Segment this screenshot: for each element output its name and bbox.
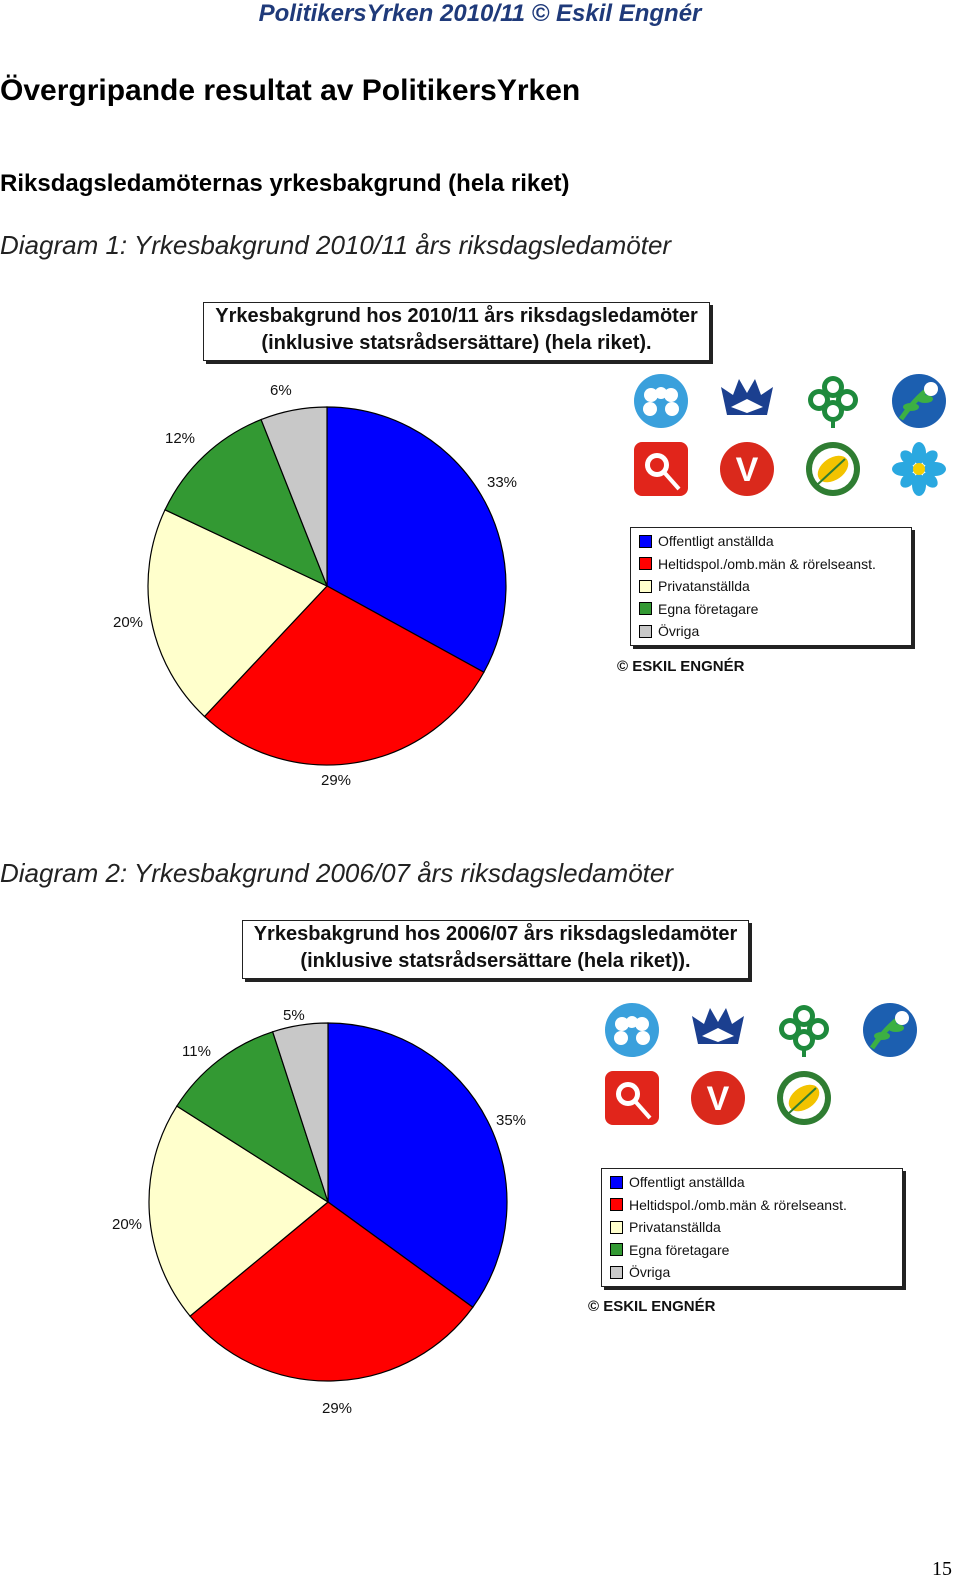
page-number: 15: [932, 1558, 952, 1580]
legend-item: Offentligt anställda: [610, 1171, 896, 1194]
slice-egna: [176, 1031, 330, 1204]
kristdemokraterna-logo: [689, 1001, 747, 1059]
chart1-title-box: Yrkesbakgrund hos 2010/11 års riksdagsle…: [203, 302, 710, 361]
folkpartiet-logo: [861, 1001, 919, 1059]
legend-label: Privatanställda: [629, 1219, 721, 1236]
legend-item: Offentligt anställda: [639, 530, 905, 553]
slice-offentligt: [327, 1022, 508, 1309]
chart2-label-offentligt: 35%: [496, 1112, 527, 1129]
legend-swatch: [610, 1198, 623, 1212]
chart2-label-egna: 11%: [182, 1043, 211, 1060]
slice-privat: [147, 508, 329, 718]
chart1-copyright: © ESKIL ENGNÉR: [617, 658, 745, 675]
legend-item: Privatanställda: [639, 575, 905, 598]
legend-swatch: [639, 602, 652, 616]
moderaterna-logo: [632, 372, 690, 430]
party-logos-1: V: [632, 372, 948, 498]
kristdemokraterna-logo: [718, 372, 776, 430]
slice-ovriga: [271, 1022, 329, 1203]
legend-label: Offentligt anställda: [629, 1174, 745, 1191]
legend-label: Privatanställda: [658, 578, 750, 595]
legend-swatch: [639, 624, 652, 638]
miljopartiet-logo: [804, 440, 862, 498]
chart2-title-line2: (inklusive statsrådsersättare (hela rike…: [300, 950, 691, 972]
vansterpartiet-logo: V: [689, 1069, 747, 1127]
diagram1-caption: Diagram 1: Yrkesbakgrund 2010/11 års rik…: [0, 230, 672, 260]
legend-item: Heltidspol./omb.män & rörelseanst.: [610, 1194, 896, 1217]
chart2-title-line1: Yrkesbakgrund hos 2006/07 års riksdagsle…: [253, 923, 738, 945]
legend-item: Heltidspol./omb.män & rörelseanst.: [639, 553, 905, 576]
chart1-label-offentligt: 33%: [487, 474, 518, 491]
page-header: PolitikersYrken 2010/11 © Eskil Engnér: [258, 0, 702, 27]
slice-heltid: [203, 585, 485, 766]
legend-swatch: [610, 1243, 623, 1257]
legend-swatch: [639, 557, 652, 571]
slice-ovriga: [260, 406, 328, 587]
legend-swatch: [610, 1175, 623, 1189]
chart1-label-heltid: 29%: [321, 772, 352, 789]
socialdemokraterna-logo: [632, 440, 690, 498]
socialdemokraterna-logo: [603, 1069, 661, 1127]
chart1-title-line2: (inklusive statsrådsersättare) (hela rik…: [261, 332, 652, 354]
chart1-title-line1: Yrkesbakgrund hos 2010/11 års riksdagsle…: [215, 305, 698, 327]
chart1-label-ovriga: 6%: [270, 382, 292, 399]
slice-offentligt: [326, 406, 507, 674]
sverigedemokraterna-logo: [890, 440, 948, 498]
legend-swatch: [639, 534, 652, 548]
svg-text:V: V: [736, 451, 759, 489]
slice-privat: [148, 1105, 330, 1317]
chart2-legend: Offentligt anställda Heltidspol./omb.män…: [601, 1168, 903, 1287]
centerpartiet-logo: [804, 372, 862, 430]
chart1-legend: Offentligt anställda Heltidspol./omb.män…: [630, 527, 912, 646]
centerpartiet-logo: [775, 1001, 833, 1059]
legend-swatch: [610, 1265, 623, 1279]
chart1-label-egna: 12%: [165, 430, 196, 447]
legend-item: Egna företagare: [610, 1239, 896, 1262]
legend-label: Övriga: [658, 623, 700, 640]
page-heading: Övergripande resultat av PolitikersYrken: [0, 74, 581, 107]
svg-text:V: V: [707, 1080, 730, 1118]
legend-label: Egna företagare: [658, 600, 759, 617]
legend-label: Egna företagare: [629, 1241, 730, 1258]
legend-label: Heltidspol./omb.män & rörelseanst.: [629, 1196, 847, 1213]
slice-egna: [164, 418, 329, 588]
slice-heltid: [189, 1201, 474, 1382]
legend-item: Egna företagare: [639, 598, 905, 621]
page-subheading: Riksdagsledamöternas yrkesbakgrund (hela…: [0, 170, 570, 197]
legend-item: Övriga: [610, 1261, 896, 1284]
miljopartiet-logo: [775, 1069, 833, 1127]
chart2-label-heltid: 29%: [322, 1400, 353, 1417]
legend-label: Heltidspol./omb.män & rörelseanst.: [658, 555, 876, 572]
legend-swatch: [610, 1220, 623, 1234]
legend-swatch: [639, 579, 652, 593]
legend-item: Övriga: [639, 620, 905, 643]
legend-label: Övriga: [629, 1264, 671, 1281]
moderaterna-logo: [603, 1001, 661, 1059]
folkpartiet-logo: [890, 372, 948, 430]
vansterpartiet-logo: V: [718, 440, 776, 498]
chart2-label-ovriga: 5%: [283, 1007, 305, 1024]
pie-chart-2: [148, 1022, 508, 1382]
diagram2-caption: Diagram 2: Yrkesbakgrund 2006/07 års rik…: [0, 858, 673, 888]
chart1-label-privat: 20%: [113, 614, 144, 631]
legend-label: Offentligt anställda: [658, 533, 774, 550]
pie-chart-1: [147, 406, 507, 766]
chart2-label-privat: 20%: [112, 1216, 143, 1233]
chart2-title-box: Yrkesbakgrund hos 2006/07 års riksdagsle…: [242, 920, 749, 979]
legend-item: Privatanställda: [610, 1216, 896, 1239]
chart2-copyright: © ESKIL ENGNÉR: [588, 1298, 716, 1315]
party-logos-2: V: [603, 1001, 919, 1127]
